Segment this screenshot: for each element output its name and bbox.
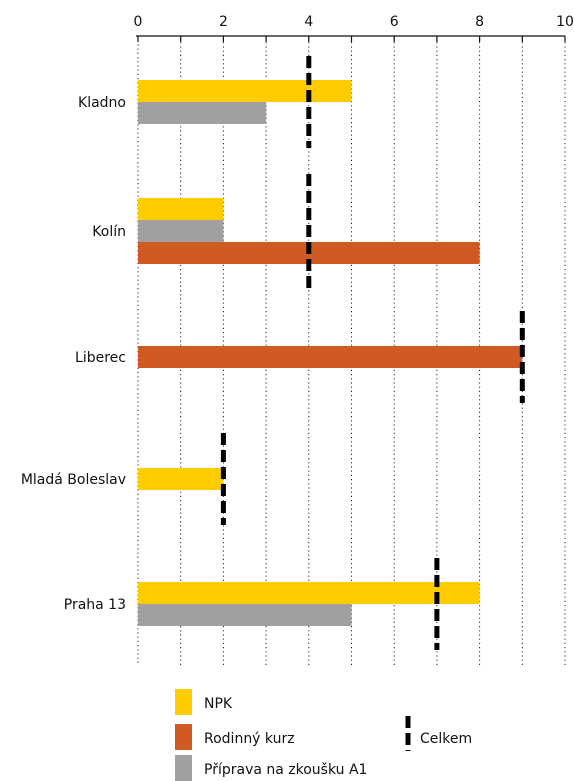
legend-swatch [175,724,192,750]
legend: NPK Rodinný kurz Příprava na zkoušku A1 Cel… [175,689,472,781]
category-label: Kolín [92,224,126,240]
bar [138,468,224,490]
bar [138,198,224,220]
legend-label: Celkem [420,731,472,747]
category-label: Mladá Boleslav [21,472,126,488]
legend-swatch [175,755,192,781]
legend-swatch [175,689,192,715]
bar [138,220,224,242]
category-label: Kladno [78,95,126,111]
category-label: Praha 13 [64,597,126,613]
x-tick-label: 8 [475,14,484,30]
legend-label: NPK [204,696,233,712]
bars [138,80,523,626]
category-label: Liberec [75,350,126,366]
bar [138,582,480,604]
x-tick-label: 2 [219,14,228,30]
bar [138,80,352,102]
x-axis: 0 2 4 6 8 10 [134,14,574,42]
x-tick-label: 10 [556,14,574,30]
x-tick-label: 0 [134,14,143,30]
bar [138,102,267,124]
x-tick-label: 4 [304,14,313,30]
legend-label: Rodinný kurz [204,731,295,747]
bar [138,346,523,368]
x-tick-label: 6 [390,14,399,30]
total-markers [220,56,525,650]
legend-label: Příprava na zkoušku A1 [204,762,367,778]
category-labels: Kladno Kolín Liberec Mladá Boleslav Praha 13 [21,95,126,613]
bar [138,604,352,626]
